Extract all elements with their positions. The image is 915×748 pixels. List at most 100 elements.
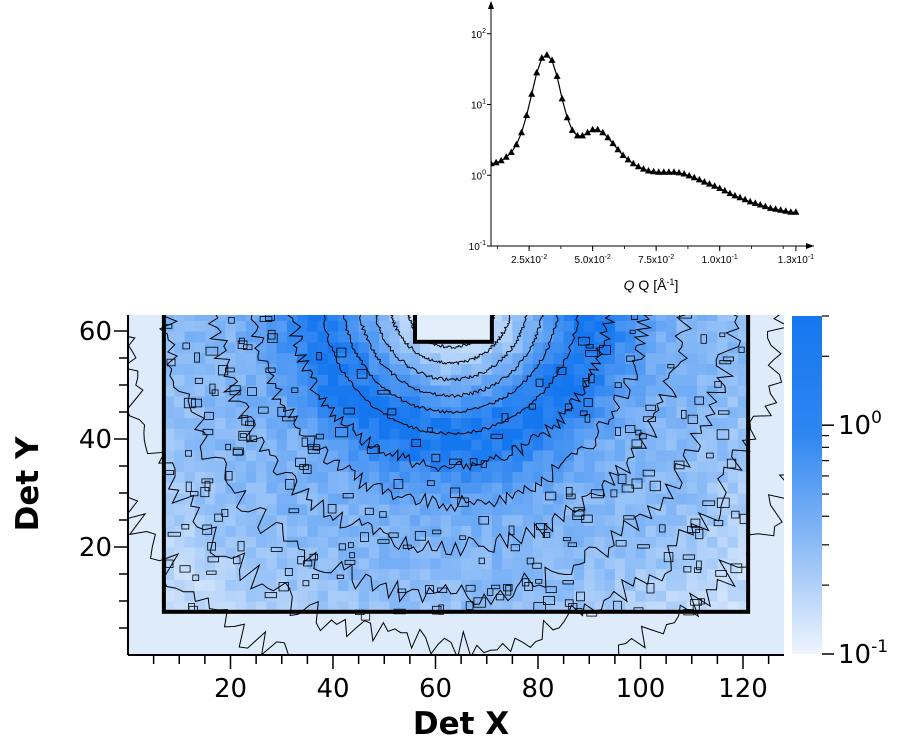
heatmap-cell — [286, 503, 298, 516]
heatmap-cell — [471, 568, 483, 580]
heatmap-cell — [286, 471, 298, 483]
heatmap-cell — [338, 503, 349, 516]
contour-speckle — [535, 579, 543, 584]
heatmap-cell — [420, 428, 431, 440]
heatmap-cell — [409, 482, 421, 494]
heatmap-cell — [307, 514, 319, 526]
heatmap-cell — [163, 514, 175, 526]
heatmap-cell — [440, 493, 452, 505]
heatmap-cell — [286, 482, 298, 494]
heatmap-cell — [245, 493, 257, 505]
heatmap-cell — [450, 547, 462, 559]
heatmap-cell — [276, 503, 288, 516]
heatmap-cell — [491, 482, 503, 494]
heatmap-cell — [584, 579, 595, 591]
heatmap-cell — [666, 417, 677, 429]
heatmap-cell — [409, 417, 421, 429]
heatmap-cell — [276, 482, 288, 494]
heatmap-cell — [625, 341, 636, 354]
heatmap-cell — [327, 601, 339, 613]
heatmap-cell — [276, 315, 288, 321]
heatmap-cell — [727, 525, 739, 537]
contour-line — [158, 315, 742, 606]
heatmap-cell — [573, 557, 585, 570]
heatmap-cell — [307, 471, 319, 483]
heatmap-cell — [327, 525, 339, 537]
heatmap-cell — [409, 449, 421, 462]
heatmap-cell — [696, 385, 708, 397]
heatmap-y-tick-label: 20 — [79, 533, 112, 563]
heatmap-cell — [594, 320, 606, 332]
heatmap-cell — [553, 536, 565, 548]
heatmap-cell — [245, 320, 257, 332]
contour-speckle — [687, 414, 698, 424]
contour-speckle — [414, 531, 426, 541]
contour-speckle — [291, 387, 299, 393]
heatmap-cell — [717, 315, 729, 321]
heatmap-cell — [553, 331, 565, 343]
heatmap-cell — [440, 590, 452, 602]
heatmap-cell — [276, 536, 288, 548]
contour-speckle — [343, 407, 355, 415]
heatmap-cell — [655, 449, 667, 462]
heatmap-cell — [348, 352, 360, 364]
heatmap-cell — [502, 428, 513, 440]
heatmap-cell — [194, 503, 206, 516]
heatmap-cell — [450, 557, 462, 570]
contour-speckle — [465, 584, 476, 592]
heatmap-cell — [563, 503, 575, 516]
heatmap-cell — [348, 568, 360, 580]
heatmap-cell — [327, 417, 339, 429]
heatmap-cell — [625, 406, 636, 418]
contour-speckle — [459, 535, 466, 540]
heatmap-cell — [573, 525, 585, 537]
contour-speckle — [542, 532, 551, 539]
inset-data-point — [767, 204, 774, 211]
heatmap-cell — [655, 579, 667, 591]
heatmap-cell — [440, 395, 452, 408]
heatmap-cell — [450, 525, 462, 537]
inset-x-tick-label: 5.0x10-2 — [575, 254, 611, 266]
heatmap-cell — [707, 579, 718, 591]
heatmap-cell — [399, 471, 411, 483]
heatmap-cell — [707, 557, 718, 570]
heatmap-cell — [655, 536, 667, 548]
heatmap-cell — [553, 471, 565, 483]
inset-data-point — [650, 167, 658, 175]
heatmap-cell — [389, 374, 401, 386]
heatmap-cell — [461, 395, 472, 408]
heatmap-cell — [327, 406, 339, 418]
heatmap-cell — [174, 385, 185, 397]
heatmap-cell — [686, 363, 698, 375]
heatmap-cell — [532, 363, 544, 375]
heatmap-cell — [471, 385, 483, 397]
heatmap-cell — [245, 471, 257, 483]
heatmap-cell — [737, 579, 749, 591]
contour-speckle — [716, 497, 730, 508]
heatmap-cell — [276, 460, 288, 472]
heatmap-cell — [379, 460, 390, 472]
heatmap-cell — [307, 417, 319, 429]
heatmap-cell — [707, 525, 718, 537]
heatmap-cell — [338, 439, 349, 451]
heatmap-cell — [286, 449, 298, 462]
contour-speckle — [522, 578, 530, 587]
heatmap-cell — [348, 471, 360, 483]
heatmap-cell — [717, 525, 729, 537]
heatmap-cell — [717, 601, 729, 613]
heatmap-cell — [717, 320, 729, 332]
heatmap-cell — [338, 568, 349, 580]
contour-speckle — [505, 585, 512, 596]
inset-data-point — [772, 205, 780, 212]
contour-speckle — [427, 427, 433, 433]
heatmap-cell — [235, 460, 247, 472]
heatmap-cell — [502, 460, 513, 472]
heatmap-cell — [543, 547, 554, 559]
contour-speckle — [349, 552, 355, 559]
heatmap-cell — [327, 439, 339, 451]
heatmap-cell — [471, 471, 483, 483]
heatmap-cell — [379, 547, 390, 559]
heatmap-cell — [563, 395, 575, 408]
heatmap-cell — [163, 320, 175, 332]
heatmap-cell — [450, 568, 462, 580]
